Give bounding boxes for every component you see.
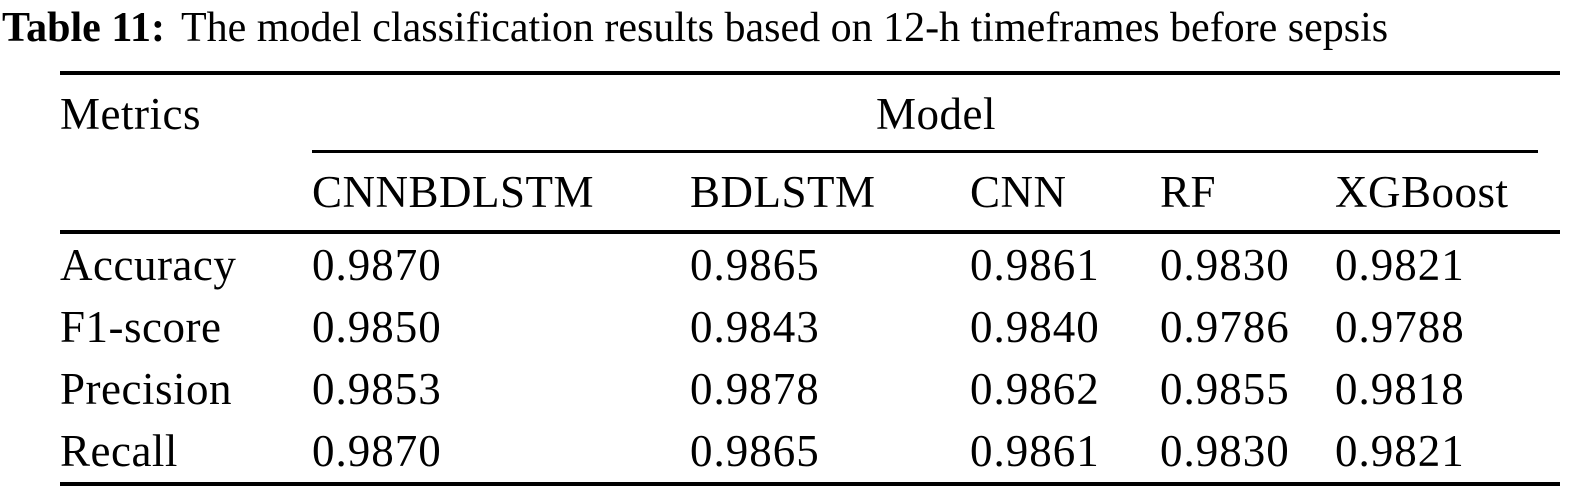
row-label: Precision xyxy=(60,364,232,414)
row-label: F1-score xyxy=(60,302,222,352)
value-cell: 0.9850 xyxy=(312,302,442,352)
table-row: F1-score 0.9850 0.9843 0.9840 0.9786 0.9… xyxy=(60,296,1560,358)
value-cell: 0.9843 xyxy=(690,302,820,352)
value-cell: 0.9861 xyxy=(970,240,1100,290)
value-cell: 0.9788 xyxy=(1335,302,1465,352)
column-header-bdlstm: BDLSTM xyxy=(690,166,876,217)
group-header-row: Metrics Model xyxy=(60,75,1560,153)
value-cell: 0.9840 xyxy=(970,302,1100,352)
table-caption: Table 11: The model classification result… xyxy=(2,4,1580,52)
column-header-rf: RF xyxy=(1160,166,1217,217)
value-cell: 0.9853 xyxy=(312,364,442,414)
column-header-xgboost: XGBoost xyxy=(1335,166,1509,217)
table-caption-text: The model classification results based o… xyxy=(181,5,1389,51)
value-cell: 0.9821 xyxy=(1335,240,1465,290)
value-cell: 0.9855 xyxy=(1160,364,1290,414)
value-cell: 0.9865 xyxy=(690,426,820,476)
column-header-cnn: CNN xyxy=(970,166,1067,217)
metrics-column-header: Metrics xyxy=(60,89,201,139)
value-cell: 0.9821 xyxy=(1335,426,1465,476)
value-cell: 0.9830 xyxy=(1160,240,1290,290)
value-cell: 0.9818 xyxy=(1335,364,1465,414)
value-cell: 0.9861 xyxy=(970,426,1100,476)
table-mid-rule xyxy=(60,230,1560,234)
value-cell: 0.9786 xyxy=(1160,302,1290,352)
value-cell: 0.9862 xyxy=(970,364,1100,414)
table-caption-label: Table 11: xyxy=(2,5,165,51)
table-bottom-rule xyxy=(60,482,1560,486)
value-cell: 0.9870 xyxy=(312,240,442,290)
model-group-rule xyxy=(312,150,1538,153)
table-row: Precision 0.9853 0.9878 0.9862 0.9855 0.… xyxy=(60,358,1560,420)
value-cell: 0.9865 xyxy=(690,240,820,290)
value-cell: 0.9830 xyxy=(1160,426,1290,476)
results-table: Metrics Model CNNBDLSTM BDLSTM CNN RF XG… xyxy=(60,71,1560,486)
table-row: Recall 0.9870 0.9865 0.9861 0.9830 0.982… xyxy=(60,420,1560,482)
table-top-rule xyxy=(60,71,1560,75)
column-header-cnnbdlstm: CNNBDLSTM xyxy=(312,166,595,217)
table-row: Accuracy 0.9870 0.9865 0.9861 0.9830 0.9… xyxy=(60,234,1560,296)
value-cell: 0.9878 xyxy=(690,364,820,414)
row-label: Recall xyxy=(60,426,178,476)
model-group-header: Model xyxy=(876,89,996,139)
value-cell: 0.9870 xyxy=(312,426,442,476)
column-header-row: CNNBDLSTM BDLSTM CNN RF XGBoost xyxy=(60,153,1560,230)
row-label: Accuracy xyxy=(60,240,237,290)
